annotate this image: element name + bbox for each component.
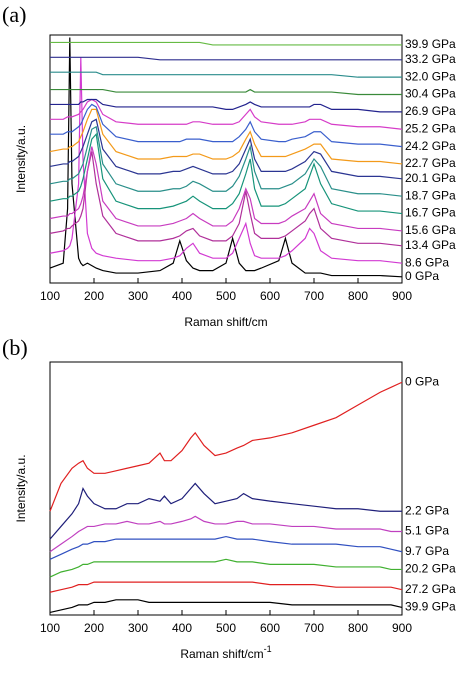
x-tick-label: 500	[216, 621, 236, 635]
x-tick-label: 700	[304, 621, 324, 635]
series-label: 15.6 GPa	[405, 223, 456, 237]
panel-label: (b)	[2, 335, 28, 360]
spectrum-line	[49, 132, 403, 215]
series-label: 27.2 GPa	[405, 582, 456, 596]
series-label: 32.0 GPa	[405, 69, 456, 83]
x-tick-label: 500	[216, 289, 236, 303]
spectrum-line	[49, 535, 403, 560]
x-tick-label: 800	[348, 289, 368, 303]
x-tick-label: 900	[392, 289, 412, 303]
spectrum-line	[49, 108, 403, 165]
y-axis-title: Intensity/a.u.	[14, 125, 28, 193]
x-tick-label: 600	[260, 289, 280, 303]
series-label: 33.2 GPa	[405, 52, 456, 66]
series-label: 13.4 GPa	[405, 238, 456, 252]
series-label: 25.2 GPa	[405, 121, 456, 135]
series-label: 16.7 GPa	[405, 206, 456, 220]
y-axis-title: Intensity/a.u.	[14, 454, 28, 522]
x-tick-label: 100	[40, 289, 60, 303]
x-tick-label: 800	[348, 621, 368, 635]
spectrum-line	[49, 599, 403, 614]
x-axis-title-text: Raman shift/cm	[180, 647, 263, 661]
series-label: 39.9 GPa	[405, 600, 456, 614]
series-label: 0 GPa	[405, 374, 439, 388]
x-tick-label: 700	[304, 289, 324, 303]
plot-frame	[49, 361, 403, 616]
spectrum-line	[50, 88, 402, 96]
series-label: 0 GPa	[405, 269, 439, 283]
x-tick-label: 200	[84, 289, 104, 303]
x-tick-label: 300	[128, 289, 148, 303]
series-label: 2.2 GPa	[405, 503, 449, 517]
spectrum-line	[50, 41, 402, 46]
series-label: 18.7 GPa	[405, 188, 456, 202]
series-label: 8.6 GPa	[405, 255, 449, 269]
spectrum-line	[49, 581, 403, 593]
spectrum-line	[50, 103, 403, 148]
series-label: 26.9 GPa	[405, 104, 456, 118]
x-tick-label: 100	[40, 621, 60, 635]
spectrum-line	[50, 56, 402, 61]
series-label: 22.7 GPa	[405, 156, 456, 170]
spectrum-line	[49, 151, 403, 247]
panel-label: (a)	[2, 2, 26, 27]
series-label: 30.4 GPa	[405, 87, 456, 101]
x-axis-title: Raman shift/cm	[184, 315, 267, 329]
spectrum-line	[50, 98, 402, 113]
series-label: 5.1 GPa	[405, 524, 449, 538]
series-label: 24.2 GPa	[405, 139, 456, 153]
series-label: 20.1 GPa	[405, 171, 456, 185]
spectrum-line	[49, 482, 402, 540]
spectrum-line	[49, 381, 403, 512]
spectrum-line	[49, 57, 403, 264]
x-tick-label: 900	[392, 621, 412, 635]
x-axis-title-text: Raman shift/cm	[184, 315, 267, 329]
spectrum-line	[49, 125, 403, 197]
spectrum-line	[49, 146, 403, 232]
series-label: 20.2 GPa	[405, 562, 456, 576]
spectrum-line	[49, 118, 403, 180]
series-label: 39.9 GPa	[405, 37, 456, 51]
series-label: 9.7 GPa	[405, 544, 449, 558]
spectrum-line	[50, 98, 403, 130]
x-tick-label: 200	[84, 621, 104, 635]
x-tick-label: 400	[172, 289, 192, 303]
x-axis-title: Raman shift/cm-1	[180, 644, 271, 661]
spectrum-line	[49, 37, 403, 278]
x-tick-label: 400	[172, 621, 192, 635]
spectrum-line	[49, 558, 402, 578]
x-tick-label: 600	[260, 621, 280, 635]
x-axis-title-superscript: -1	[264, 644, 272, 654]
x-tick-label: 300	[128, 621, 148, 635]
spectrum-line	[50, 71, 402, 78]
spectrum-line	[49, 515, 402, 553]
